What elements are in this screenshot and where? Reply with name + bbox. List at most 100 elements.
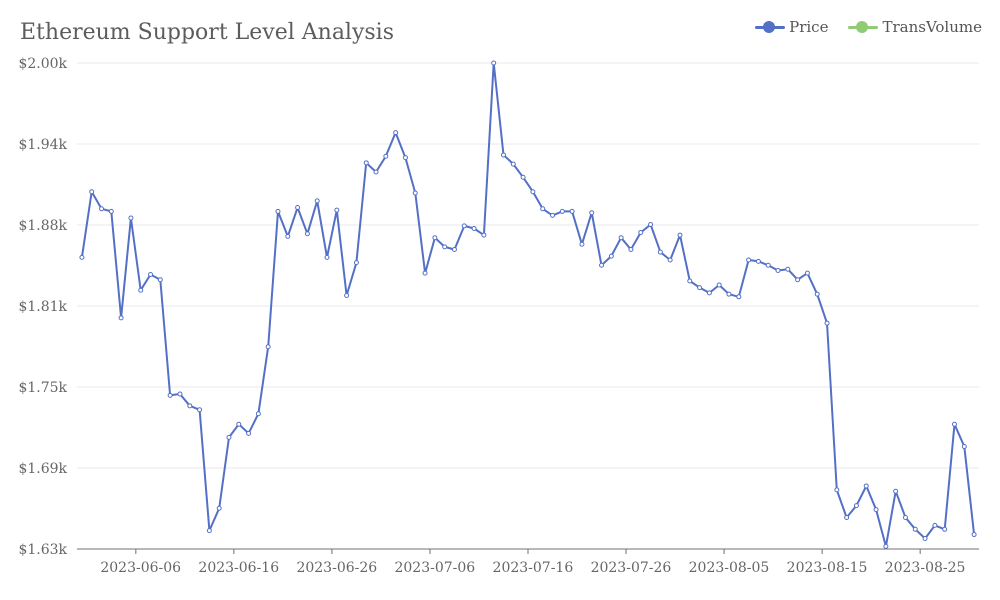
price-point [520, 174, 526, 180]
price-point [785, 266, 791, 272]
price-point [638, 229, 644, 235]
price-point [295, 204, 301, 210]
price-point [481, 232, 487, 238]
price-point [108, 208, 114, 214]
price-point [961, 444, 967, 450]
price-point [187, 403, 193, 409]
price-point [157, 277, 163, 283]
price-point [255, 411, 261, 417]
price-point [804, 270, 810, 276]
legend-price-label: Price [789, 18, 829, 36]
price-point [814, 291, 820, 297]
price-point [883, 543, 889, 549]
price-point [353, 260, 359, 266]
price-point [442, 244, 448, 250]
price-point [648, 222, 654, 228]
price-point [500, 152, 506, 158]
x-axis: 2023-06-06 2023-06-16 2023-06-26 2023-07-06… [77, 548, 979, 576]
x-tick-label: 2023-08-05 [689, 560, 770, 576]
price-point [893, 488, 899, 494]
x-tick-label: 2023-06-26 [296, 560, 377, 576]
price-point [853, 503, 859, 509]
price-point [402, 155, 408, 161]
price-point [304, 231, 310, 237]
chart-title: Ethereum Support Level Analysis [20, 20, 395, 45]
legend-item-price[interactable]: Price [755, 18, 828, 36]
price-point [608, 253, 614, 259]
price-point [844, 514, 850, 520]
x-tick-label: 2023-08-25 [885, 560, 966, 576]
price-point [589, 210, 595, 216]
price-point [79, 254, 85, 260]
y-tick-label: $1.75k [18, 380, 67, 396]
price-point [148, 271, 154, 277]
price-point [706, 290, 712, 296]
y-tick-label: $2.00k [18, 56, 67, 72]
price-point [912, 526, 918, 532]
price-point [177, 391, 183, 397]
legend-item-transvolume[interactable]: TransVolume [848, 18, 982, 36]
x-tick-label: 2023-07-26 [591, 560, 672, 576]
price-point [275, 208, 281, 214]
price-point [795, 277, 801, 283]
price-point [834, 487, 840, 493]
price-point [510, 161, 516, 167]
price-point [285, 233, 291, 239]
price-point [236, 421, 242, 427]
price-point [579, 241, 585, 247]
price-point [863, 483, 869, 489]
price-point [971, 532, 977, 538]
price-point [89, 189, 95, 195]
price-point [383, 153, 389, 159]
price-point [363, 160, 369, 166]
x-tick-label: 2023-07-06 [394, 560, 475, 576]
y-tick-label: $1.69k [18, 461, 67, 477]
price-point [422, 270, 428, 276]
price-point [667, 257, 673, 263]
price-point [432, 235, 438, 241]
price-point [765, 262, 771, 268]
price-point [687, 278, 693, 284]
price-point [726, 291, 732, 297]
price-point [197, 407, 203, 413]
price-point [246, 430, 252, 436]
price-point [393, 130, 399, 136]
price-point [942, 526, 948, 532]
price-point [226, 434, 232, 440]
price-point [628, 247, 634, 253]
legend-transvolume-label: TransVolume [882, 18, 982, 36]
x-tick-label: 2023-06-06 [100, 560, 181, 576]
legend-transvolume-marker [848, 21, 879, 33]
price-point [206, 528, 212, 534]
price-point [451, 247, 457, 253]
price-point [873, 507, 879, 513]
price-point [569, 208, 575, 214]
x-tick-label: 2023-07-16 [493, 560, 574, 576]
price-point [951, 421, 957, 427]
price-point [373, 169, 379, 175]
price-point [902, 514, 908, 520]
price-point [550, 212, 556, 218]
price-point [138, 287, 144, 293]
y-axis: $1.63k $1.69k $1.75k $1.81k $1.88k $1.94k $2.0… [18, 56, 67, 558]
price-point [736, 294, 742, 300]
price-point [128, 215, 134, 221]
y-tick-label: $1.88k [18, 218, 67, 234]
y-tick-label: $1.81k [18, 299, 67, 315]
price-point [344, 292, 350, 298]
price-point [746, 257, 752, 263]
price-point [755, 258, 761, 264]
price-point [697, 285, 703, 291]
price-point [412, 190, 418, 196]
price-point [824, 320, 830, 326]
price-point [530, 189, 536, 195]
x-tick-label: 2023-06-16 [198, 560, 279, 576]
price-point [657, 249, 663, 255]
price-point [618, 235, 624, 241]
price-point [559, 208, 565, 214]
y-tick-label: $1.63k [18, 542, 67, 558]
plot-area [79, 60, 977, 549]
price-point [265, 344, 271, 350]
price-point [775, 268, 781, 274]
